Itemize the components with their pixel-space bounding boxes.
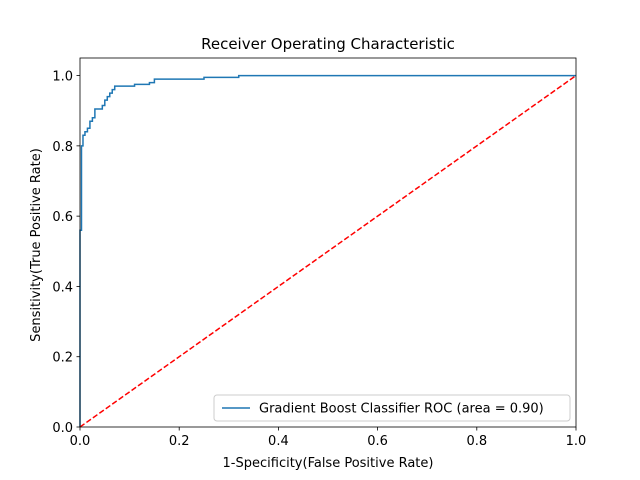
x-tick-label: 0.0: [70, 434, 91, 449]
plot-area: [79, 74, 577, 428]
y-tick-label: 0.0: [52, 421, 73, 436]
roc-curve-line: [79, 74, 576, 427]
legend: Gradient Boost Classifier ROC (area = 0.…: [213, 394, 571, 422]
y-tick-label: 0.6: [52, 210, 73, 225]
y-axis-label: Sensitivity(True Positive Rate): [29, 148, 44, 342]
x-tick-label: 0.2: [169, 434, 190, 449]
x-tick-label: 0.4: [268, 434, 289, 449]
legend-label: Gradient Boost Classifier ROC (area = 0.…: [259, 402, 544, 417]
axes: 0.0 0.2 0.4 0.6 0.8 1.0 0.0 0.2 0.4 0.6 0.8 1.0: [52, 57, 587, 449]
x-tick-label: 0.6: [367, 434, 388, 449]
y-tick-label: 0.4: [52, 280, 73, 295]
legend-box: [213, 394, 571, 422]
x-tick-label: 0.8: [466, 434, 487, 449]
diagonal-reference-line: [79, 74, 577, 428]
x-tick-label: 1.0: [566, 434, 587, 449]
y-tick-label: 0.8: [52, 140, 73, 155]
y-tick-label: 1.0: [52, 70, 73, 85]
chart-title: Receiver Operating Characteristic: [201, 35, 455, 53]
axes-frame: [79, 57, 577, 428]
x-axis-label: 1-Specificity(False Positive Rate): [223, 456, 434, 471]
y-tick-label: 0.2: [52, 351, 73, 366]
